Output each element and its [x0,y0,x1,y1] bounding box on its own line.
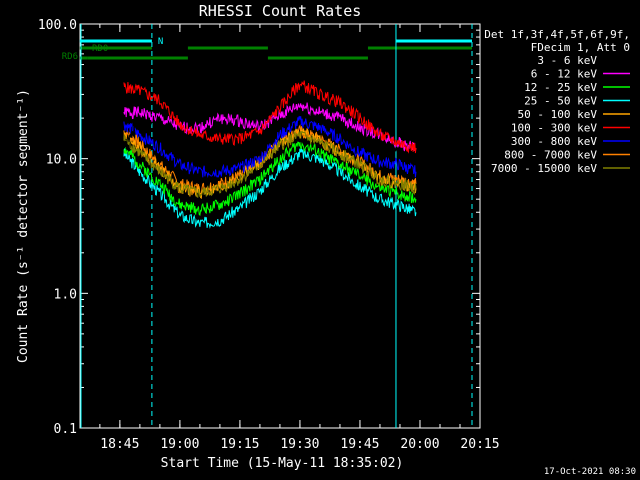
series-line [123,130,417,198]
legend: Det 1f,3f,4f,5f,6f,9f,FDecim 1, Att 03 -… [484,28,630,175]
series-line [123,80,417,154]
legend-label: 50 - 100 keV [518,108,598,121]
x-tick-label: 19:15 [220,437,259,452]
flag-bars: N RD0 RD6 [62,37,472,62]
y-tick-label: 10.0 [46,153,77,168]
legend-label: 6 - 12 keV [531,68,598,81]
legend-label: 7000 - 15000 keV [491,162,597,175]
y-tick-label: 100.0 [38,18,77,33]
vertical-markers [80,24,473,428]
plot-frame [79,23,481,429]
x-tick-label: 19:45 [340,437,379,452]
series-line [123,141,417,217]
legend-header: FDecim 1, Att 0 [531,41,630,54]
x-tick-label: 20:15 [460,437,499,452]
y-axis-label: Count Rate (s⁻¹ detector segment⁻¹) [16,89,31,363]
x-tick-label: 18:45 [100,437,139,452]
chart-title: RHESSI Count Rates [199,2,362,20]
series-line [123,148,417,229]
x-tick-label: 19:30 [280,437,319,452]
flag-label: RD0 [92,44,108,54]
legend-header: Det 1f,3f,4f,5f,6f,9f, [484,28,630,41]
legend-label: 3 - 6 keV [537,54,597,67]
legend-label: 800 - 7000 keV [504,149,597,162]
series-line [123,115,417,178]
x-tick-label: 20:00 [400,437,439,452]
y-tick-label: 1.0 [54,287,77,302]
axis-ticks: 100.0 10.0 1.0 0.1 18:45 19:00 19:15 19:30 19:45… [38,18,500,452]
legend-label: 25 - 50 keV [524,95,597,108]
timestamp: 17-Oct-2021 08:30 [544,467,636,477]
legend-label: 100 - 300 keV [511,122,597,135]
legend-label: 12 - 25 keV [524,81,597,94]
y-tick-label: 0.1 [54,422,77,437]
x-axis-label: Start Time (15-May-11 18:35:02) [161,456,404,471]
legend-label: 300 - 800 keV [511,135,597,148]
series-lines [123,80,417,229]
flag-label: N [158,37,163,47]
flag-label: RD6 [62,52,78,62]
x-tick-label: 19:00 [160,437,199,452]
